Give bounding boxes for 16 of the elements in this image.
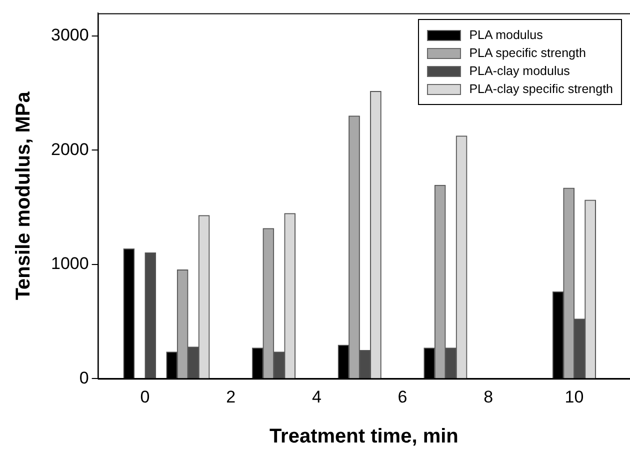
legend-label: PLA specific strength [469, 45, 586, 62]
x-tick-label: 10 [564, 387, 584, 406]
x-tick-label: 8 [484, 387, 494, 406]
y-tick-label: 2000 [50, 140, 89, 159]
y-axis-title: Tensile modulus, MPa [12, 90, 35, 300]
y-tick-label: 1000 [50, 254, 89, 274]
x-tick-label: 4 [312, 387, 322, 406]
legend-label: PLA-clay modulus [469, 63, 570, 80]
x-tick-label: 6 [398, 387, 408, 406]
y-tick-label: 3000 [50, 26, 89, 45]
x-tick-label: 0 [140, 387, 150, 406]
legend-label: PLA modulus [469, 27, 543, 44]
x-tick-label: 2 [226, 387, 236, 406]
legend-label: PLA-clay specific strength [469, 81, 613, 98]
x-axis-title: Treatment time, min [269, 426, 458, 448]
y-tick-label: 0 [79, 368, 89, 388]
